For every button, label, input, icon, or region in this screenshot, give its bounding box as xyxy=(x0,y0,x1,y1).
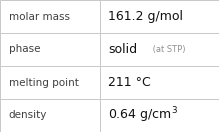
Text: (at STP): (at STP) xyxy=(150,45,186,54)
Text: solid: solid xyxy=(108,43,138,56)
Text: melting point: melting point xyxy=(9,77,79,88)
Text: 0.64 g/cm$^3$: 0.64 g/cm$^3$ xyxy=(108,106,178,125)
Text: phase: phase xyxy=(9,44,40,55)
Text: 161.2 g/mol: 161.2 g/mol xyxy=(108,10,183,23)
Text: 211 °C: 211 °C xyxy=(108,76,151,89)
Text: density: density xyxy=(9,110,47,121)
Text: molar mass: molar mass xyxy=(9,11,70,22)
